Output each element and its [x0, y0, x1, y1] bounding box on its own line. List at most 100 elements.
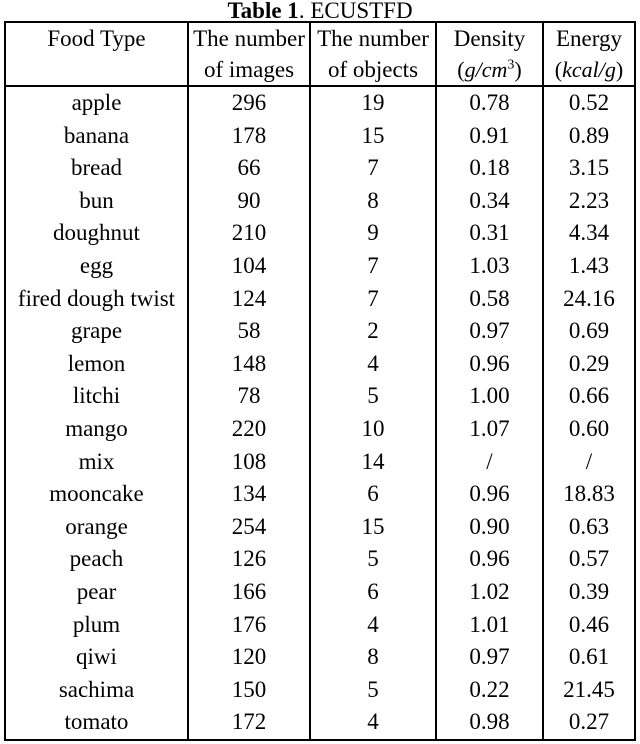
cell-density: 0.58 — [435, 282, 544, 316]
table-row: sachima 150 5 0.22 21.45 — [4, 673, 636, 707]
cell-density: 0.22 — [435, 673, 544, 707]
cell-density: 0.18 — [435, 152, 544, 185]
cell-energy: / — [542, 445, 636, 479]
cell-num-objects: 7 — [309, 249, 437, 283]
cell-num-objects: 7 — [309, 282, 437, 316]
cell-food-type: mooncake — [4, 478, 189, 511]
cell-food-type: egg — [4, 249, 189, 283]
col-header-num-images: The number of images — [187, 22, 311, 87]
cell-food-type: doughnut — [4, 217, 189, 250]
cell-energy: 0.63 — [542, 510, 636, 544]
cell-food-type: lemon — [4, 347, 189, 381]
cell-num-images: 78 — [187, 380, 311, 413]
col-header-num-objects-line1: The number — [317, 26, 429, 51]
cell-food-type: orange — [4, 510, 189, 544]
cell-num-objects: 5 — [309, 673, 437, 707]
density-unit-math: g/cm — [464, 57, 508, 82]
cell-num-images: 296 — [187, 86, 311, 120]
cell-num-objects: 15 — [309, 119, 437, 153]
ecustfd-table: Food Type The number of images The numbe… — [4, 21, 636, 741]
col-header-num-objects: The number of objects — [309, 22, 437, 87]
cell-food-type: peach — [4, 543, 189, 576]
table-row: lemon 148 4 0.96 0.29 — [4, 347, 636, 381]
cell-energy: 0.69 — [542, 315, 636, 348]
table-row: fired dough twist 124 7 0.58 24.16 — [4, 282, 636, 316]
col-header-num-images-line1: The number — [193, 26, 305, 51]
table-header: Food Type The number of images The numbe… — [4, 22, 636, 87]
cell-num-objects: 4 — [309, 608, 437, 642]
table-row: doughnut 210 9 0.31 4.34 — [4, 217, 636, 250]
table-row: pear 166 6 1.02 0.39 — [4, 575, 636, 609]
cell-density: 0.96 — [435, 347, 544, 381]
cell-density: 0.96 — [435, 478, 544, 511]
cell-num-objects: 10 — [309, 412, 437, 446]
cell-food-type: fired dough twist — [4, 282, 189, 316]
cell-density: 0.96 — [435, 543, 544, 576]
cell-num-objects: 14 — [309, 445, 437, 479]
table-row: peach 126 5 0.96 0.57 — [4, 543, 636, 576]
cell-energy: 21.45 — [542, 673, 636, 707]
cell-food-type: sachima — [4, 673, 189, 707]
cell-num-images: 254 — [187, 510, 311, 544]
cell-energy: 24.16 — [542, 282, 636, 316]
cell-energy: 1.43 — [542, 249, 636, 283]
cell-density: 1.02 — [435, 575, 544, 609]
col-header-food-type: Food Type — [4, 22, 189, 87]
density-unit-superscript: 3 — [507, 57, 515, 73]
table-row: egg 104 7 1.03 1.43 — [4, 249, 636, 283]
table-row: tomato 172 4 0.98 0.27 — [4, 706, 636, 740]
cell-num-images: 172 — [187, 706, 311, 740]
col-header-density: Density (g/cm3) — [435, 22, 544, 87]
cell-energy: 0.39 — [542, 575, 636, 609]
table-row: apple 296 19 0.78 0.52 — [4, 86, 636, 120]
cell-food-type: mix — [4, 445, 189, 479]
cell-energy: 0.61 — [542, 641, 636, 674]
cell-food-type: tomato — [4, 706, 189, 740]
cell-num-images: 210 — [187, 217, 311, 250]
table-row: grape 58 2 0.97 0.69 — [4, 315, 636, 348]
cell-food-type: mango — [4, 412, 189, 446]
cell-num-objects: 6 — [309, 478, 437, 511]
cell-density: 0.31 — [435, 217, 544, 250]
cell-num-objects: 5 — [309, 543, 437, 576]
cell-energy: 18.83 — [542, 478, 636, 511]
cell-density: 0.98 — [435, 706, 544, 740]
table-row: qiwi 120 8 0.97 0.61 — [4, 641, 636, 674]
table-caption-text: . ECUSTFD — [298, 0, 413, 23]
cell-density: 0.78 — [435, 86, 544, 120]
cell-num-images: 120 — [187, 641, 311, 674]
cell-num-objects: 4 — [309, 347, 437, 381]
table-row: orange 254 15 0.90 0.63 — [4, 510, 636, 544]
density-unit-close-paren: ) — [514, 57, 522, 82]
cell-num-objects: 2 — [309, 315, 437, 348]
table-row: mango 220 10 1.07 0.60 — [4, 412, 636, 446]
cell-num-objects: 19 — [309, 86, 437, 120]
cell-num-objects: 5 — [309, 380, 437, 413]
cell-energy: 0.46 — [542, 608, 636, 642]
cell-food-type: apple — [4, 86, 189, 120]
cell-num-images: 104 — [187, 249, 311, 283]
cell-energy: 0.57 — [542, 543, 636, 576]
cell-num-images: 166 — [187, 575, 311, 609]
cell-num-images: 108 — [187, 445, 311, 479]
cell-food-type: pear — [4, 575, 189, 609]
header-row: Food Type The number of images The numbe… — [4, 22, 636, 87]
cell-food-type: grape — [4, 315, 189, 348]
cell-num-images: 124 — [187, 282, 311, 316]
table-row: mooncake 134 6 0.96 18.83 — [4, 478, 636, 511]
cell-num-images: 176 — [187, 608, 311, 642]
cell-num-objects: 9 — [309, 217, 437, 250]
cell-food-type: plum — [4, 608, 189, 642]
col-header-density-label: Density — [453, 26, 526, 51]
cell-density: 0.97 — [435, 641, 544, 674]
cell-food-type: bread — [4, 152, 189, 185]
table-row: banana 178 15 0.91 0.89 — [4, 119, 636, 153]
cell-num-images: 58 — [187, 315, 311, 348]
energy-unit-open-paren: ( — [554, 57, 563, 82]
cell-energy: 0.66 — [542, 380, 636, 413]
cell-energy: 0.60 — [542, 412, 636, 446]
col-header-energy-label: Energy — [555, 26, 622, 51]
cell-num-objects: 4 — [309, 706, 437, 740]
table-row: mix 108 14 / / — [4, 445, 636, 479]
